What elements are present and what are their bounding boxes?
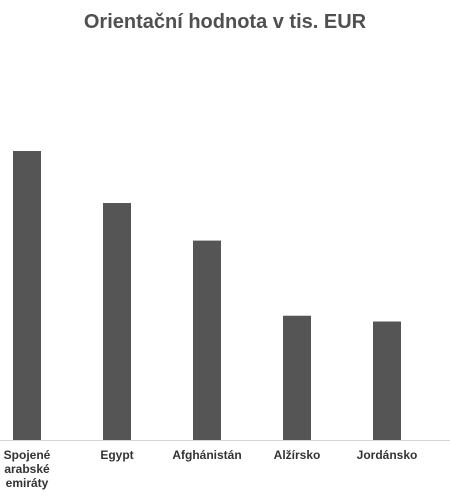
chart-title: Orientační hodnota v tis. EUR	[83, 11, 367, 33]
bar-4	[283, 315, 311, 440]
x-tick-label-1-line-1: Spojené	[4, 448, 51, 462]
x-tick-label-4: Alžírsko	[274, 448, 321, 462]
x-tick-label-3: Afghánistán	[172, 448, 241, 462]
x-tick-label-2: Egypt	[100, 448, 133, 462]
bars-group	[13, 151, 401, 440]
bar-5	[373, 321, 401, 440]
x-tick-label-1-line-2: arabské	[4, 462, 50, 476]
x-tick-label-5: Jordánsko	[357, 448, 418, 462]
bar-1	[13, 151, 41, 440]
bar-3	[193, 240, 221, 440]
bar-2	[103, 203, 131, 440]
x-tick-label-1-line-3: emiráty	[6, 476, 49, 490]
